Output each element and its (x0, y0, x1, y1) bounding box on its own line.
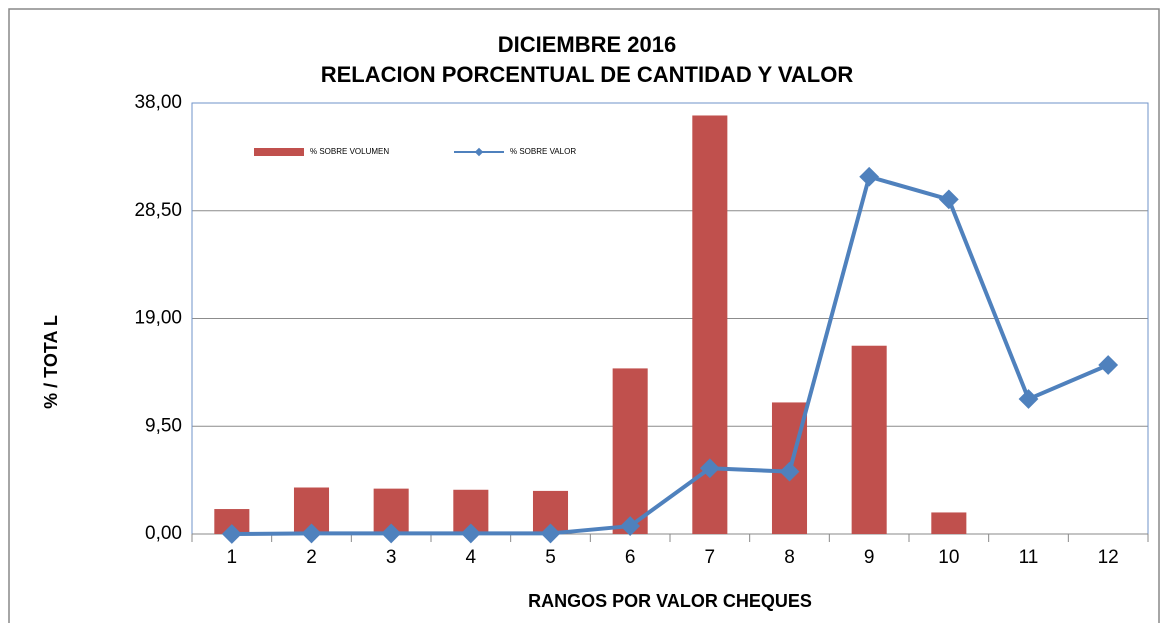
bar (851, 345, 887, 534)
legend-label: % SOBRE VALOR (510, 147, 576, 156)
x-axis-title: RANGOS POR VALOR CHEQUES (528, 591, 812, 611)
line-marker (301, 523, 322, 544)
line-marker (540, 523, 561, 544)
x-tick-label: 6 (625, 547, 636, 568)
legend-label: % SOBRE VOLUMEN (310, 147, 389, 156)
x-tick-label: 7 (705, 547, 716, 568)
y-axis-title: % / TOTA L (41, 315, 61, 409)
x-tick-label: 12 (1098, 547, 1119, 568)
x-tick-label: 9 (864, 547, 875, 568)
bar (931, 512, 967, 534)
line-marker (1018, 389, 1039, 409)
y-tick-label: 9,50 (145, 415, 182, 436)
line-marker (381, 523, 402, 544)
line-marker (779, 461, 800, 482)
y-tick-label: 19,00 (134, 308, 182, 329)
line-marker (460, 523, 481, 544)
y-tick-label: 38,00 (134, 92, 182, 113)
x-tick-label: 10 (938, 547, 959, 568)
chart-title: DICIEMBRE 2016 (498, 32, 677, 57)
bar (612, 368, 648, 534)
chart-frame (8, 8, 1160, 623)
legend-swatch (254, 148, 304, 156)
line-marker (1098, 355, 1119, 375)
line (231, 174, 1109, 536)
line-marker (620, 516, 641, 536)
y-tick-label: 28,50 (134, 200, 182, 221)
x-tick-label: 1 (227, 547, 238, 568)
x-tick-label: 5 (545, 547, 556, 568)
x-tick-label: 8 (784, 547, 795, 568)
x-tick-label: 3 (386, 547, 397, 568)
line-marker (699, 458, 720, 479)
x-tick-label: 11 (1019, 547, 1039, 568)
y-tick-label: 0,00 (145, 523, 182, 544)
chart-subtitle: RELACION PORCENTUAL DE CANTIDAD Y VALOR (321, 62, 854, 87)
legend-swatch (474, 147, 484, 157)
x-tick-label: 2 (306, 547, 317, 568)
x-tick-label: 4 (466, 547, 477, 568)
